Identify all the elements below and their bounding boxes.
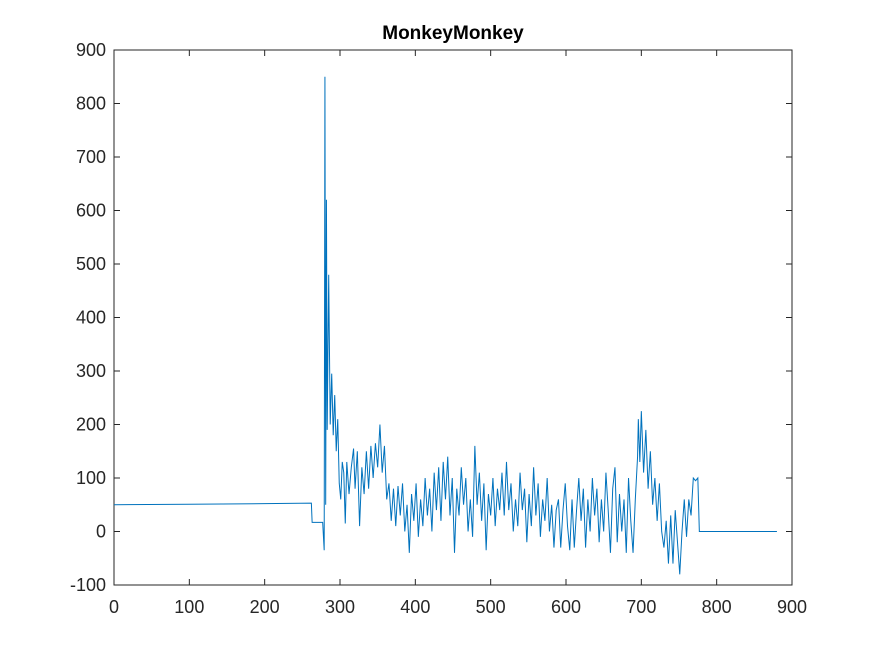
y-tick-label: 100 (76, 468, 106, 488)
y-tick-label: 900 (76, 40, 106, 60)
y-tick-label: 300 (76, 361, 106, 381)
y-tick-label: -100 (70, 575, 106, 595)
x-tick-label: 400 (400, 597, 430, 617)
y-tick-label: 200 (76, 415, 106, 435)
y-tick-label: 700 (76, 147, 106, 167)
x-tick-label: 300 (325, 597, 355, 617)
x-tick-label: 100 (174, 597, 204, 617)
x-tick-label: 500 (476, 597, 506, 617)
y-tick-label: 500 (76, 254, 106, 274)
x-tick-label: 200 (250, 597, 280, 617)
y-tick-label: 800 (76, 94, 106, 114)
y-tick-label: 0 (96, 522, 106, 542)
y-tick-label: 600 (76, 201, 106, 221)
line (113, 76, 777, 575)
x-tick-label: 700 (626, 597, 656, 617)
chart-title: MonkeyMonkey (382, 23, 524, 44)
x-tick-label: 900 (777, 597, 807, 617)
x-tick-label: 800 (702, 597, 732, 617)
x-tick-label: 0 (109, 597, 119, 617)
y-tick-label: 400 (76, 308, 106, 328)
x-tick-label: 600 (551, 597, 581, 617)
